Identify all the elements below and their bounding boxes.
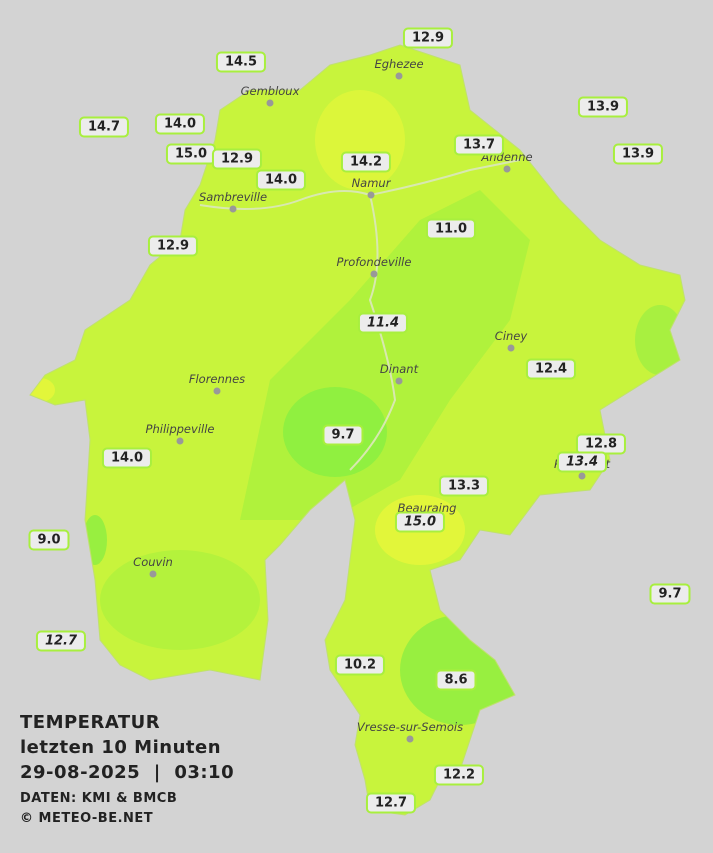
city-dot	[507, 344, 515, 352]
city-dot	[406, 735, 414, 743]
station-value: 14.5	[215, 51, 267, 73]
station-value: 10.2	[334, 654, 386, 676]
legend-copyright: © METEO-BE.NET	[20, 811, 154, 826]
station-value: 15.0	[394, 511, 446, 533]
legend-title: TEMPERATUR	[20, 712, 161, 733]
station-value: 8.6	[435, 669, 477, 691]
city-label: Sambreville	[198, 190, 268, 204]
city-dot	[176, 437, 184, 445]
city-dot	[213, 387, 221, 395]
legend-source: DATEN: KMI & BMCB	[20, 791, 178, 806]
station-value: 13.3	[438, 475, 490, 497]
station-value: 11.0	[425, 218, 477, 240]
city-label: Namur	[351, 176, 391, 190]
station-value: 14.2	[340, 151, 392, 173]
station-value: 14.0	[255, 169, 307, 191]
city-label: Eghezee	[374, 57, 424, 71]
city-dot	[395, 72, 403, 80]
city-dot	[367, 191, 375, 199]
station-value: 13.7	[453, 134, 505, 156]
city-label: Ciney	[494, 329, 528, 343]
city-dot	[229, 205, 237, 213]
river	[349, 194, 397, 471]
city-dot	[149, 570, 157, 578]
station-value: 12.9	[147, 235, 199, 257]
city-dot	[395, 377, 403, 385]
legend-datetime: 29-08-2025 | 03:10	[20, 762, 234, 783]
station-value: 15.0	[165, 143, 217, 165]
city-label: Dinant	[379, 362, 419, 376]
station-value: 12.7	[365, 792, 417, 814]
station-value: 9.7	[322, 424, 364, 446]
city-label: Couvin	[133, 555, 173, 569]
city-label: Gembloux	[240, 84, 300, 98]
station-value: 14.0	[154, 113, 206, 135]
station-value: 9.7	[649, 583, 691, 605]
city-label: Profondeville	[336, 255, 412, 269]
city-label: Vresse-sur-Semois	[356, 720, 464, 734]
station-value: 12.9	[402, 27, 454, 49]
separator: |	[153, 762, 161, 783]
station-value: 12.4	[525, 358, 577, 380]
station-value: 13.9	[577, 96, 629, 118]
river	[199, 159, 521, 210]
station-value: 13.9	[612, 143, 664, 165]
station-value: 12.2	[433, 764, 485, 786]
city-dot	[266, 99, 274, 107]
station-value: 9.0	[28, 529, 70, 551]
station-value: 12.9	[211, 148, 263, 170]
city-dot	[503, 165, 511, 173]
city-label: Florennes	[188, 372, 246, 386]
station-value: 12.7	[35, 630, 87, 652]
city-dot	[578, 472, 586, 480]
legend-period: letzten 10 Minuten	[20, 737, 222, 758]
station-value: 14.7	[78, 116, 130, 138]
station-value: 14.0	[101, 447, 153, 469]
date: 29-08-2025	[20, 762, 141, 783]
station-value: 13.4	[556, 451, 608, 473]
station-value: 11.4	[357, 312, 409, 334]
city-dot	[370, 270, 378, 278]
city-label: Philippeville	[145, 422, 215, 436]
time: 03:10	[174, 762, 235, 783]
